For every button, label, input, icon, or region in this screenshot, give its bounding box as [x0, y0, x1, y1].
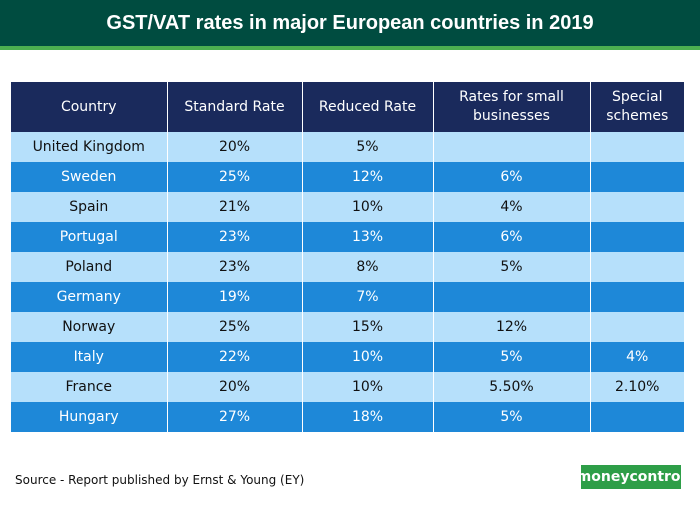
cell-small-business-rate: 5%: [433, 342, 591, 372]
page-title: GST/VAT rates in major European countrie…: [106, 11, 594, 34]
cell-reduced-rate: 7%: [302, 282, 434, 312]
cell-reduced-rate: 10%: [302, 342, 434, 372]
cell-special-scheme: [590, 282, 684, 312]
cell-reduced-rate: 8%: [302, 252, 434, 282]
cell-standard-rate: 23%: [167, 252, 303, 282]
cell-special-scheme: [590, 252, 684, 282]
column-header-special-schemes: Special schemes: [590, 82, 684, 132]
table-row: Germany 19% 7%: [11, 282, 684, 312]
table-row: Sweden 25% 12% 6%: [11, 162, 684, 192]
vat-rates-table: Country Standard Rate Reduced Rate Rates…: [11, 82, 684, 432]
cell-small-business-rate: 6%: [433, 162, 591, 192]
cell-country: Sweden: [11, 162, 168, 192]
cell-reduced-rate: 12%: [302, 162, 434, 192]
logo-text: moneycontrol: [576, 469, 686, 485]
cell-reduced-rate: 13%: [302, 222, 434, 252]
cell-standard-rate: 22%: [167, 342, 303, 372]
cell-reduced-rate: 18%: [302, 402, 434, 432]
table-row: France 20% 10% 5.50% 2.10%: [11, 372, 684, 402]
column-header-reduced-rate: Reduced Rate: [302, 82, 434, 132]
cell-small-business-rate: 4%: [433, 192, 591, 222]
cell-small-business-rate: [433, 282, 591, 312]
cell-special-scheme: [590, 162, 684, 192]
cell-country: Hungary: [11, 402, 168, 432]
cell-reduced-rate: 15%: [302, 312, 434, 342]
table-row: Norway 25% 15% 12%: [11, 312, 684, 342]
cell-standard-rate: 25%: [167, 162, 303, 192]
column-header-country: Country: [11, 82, 168, 132]
cell-special-scheme: [590, 132, 684, 162]
cell-standard-rate: 27%: [167, 402, 303, 432]
cell-small-business-rate: 5.50%: [433, 372, 591, 402]
cell-special-scheme: 2.10%: [590, 372, 684, 402]
cell-special-scheme: [590, 312, 684, 342]
table-row: Poland 23% 8% 5%: [11, 252, 684, 282]
table-row: Hungary 27% 18% 5%: [11, 402, 684, 432]
cell-reduced-rate: 10%: [302, 372, 434, 402]
cell-country: Spain: [11, 192, 168, 222]
cell-standard-rate: 19%: [167, 282, 303, 312]
source-note: Source - Report published by Ernst & You…: [15, 473, 305, 487]
cell-standard-rate: 21%: [167, 192, 303, 222]
table-row: Italy 22% 10% 5% 4%: [11, 342, 684, 372]
table-row: Spain 21% 10% 4%: [11, 192, 684, 222]
cell-standard-rate: 20%: [167, 132, 303, 162]
cell-small-business-rate: 12%: [433, 312, 591, 342]
cell-small-business-rate: 5%: [433, 252, 591, 282]
cell-country: United Kingdom: [11, 132, 168, 162]
cell-reduced-rate: 5%: [302, 132, 434, 162]
table-header-row: Country Standard Rate Reduced Rate Rates…: [11, 82, 684, 132]
cell-country: Italy: [11, 342, 168, 372]
cell-country: Norway: [11, 312, 168, 342]
column-header-standard-rate: Standard Rate: [167, 82, 303, 132]
moneycontrol-logo: moneycontrol: [577, 465, 685, 489]
cell-standard-rate: 23%: [167, 222, 303, 252]
table-body: United Kingdom 20% 5% Sweden 25% 12% 6% Spain 21…: [11, 132, 684, 432]
cell-country: Germany: [11, 282, 168, 312]
cell-special-scheme: 4%: [590, 342, 684, 372]
cell-country: Poland: [11, 252, 168, 282]
table-row: United Kingdom 20% 5%: [11, 132, 684, 162]
cell-standard-rate: 25%: [167, 312, 303, 342]
table-row: Portugal 23% 13% 6%: [11, 222, 684, 252]
column-header-small-business-rates: Rates for small businesses: [433, 82, 591, 132]
cell-country: France: [11, 372, 168, 402]
cell-special-scheme: [590, 192, 684, 222]
cell-special-scheme: [590, 402, 684, 432]
cell-standard-rate: 20%: [167, 372, 303, 402]
cell-small-business-rate: 5%: [433, 402, 591, 432]
cell-reduced-rate: 10%: [302, 192, 434, 222]
cell-special-scheme: [590, 222, 684, 252]
title-banner: GST/VAT rates in major European countrie…: [0, 0, 700, 50]
cell-small-business-rate: 6%: [433, 222, 591, 252]
cell-country: Portugal: [11, 222, 168, 252]
cell-small-business-rate: [433, 132, 591, 162]
